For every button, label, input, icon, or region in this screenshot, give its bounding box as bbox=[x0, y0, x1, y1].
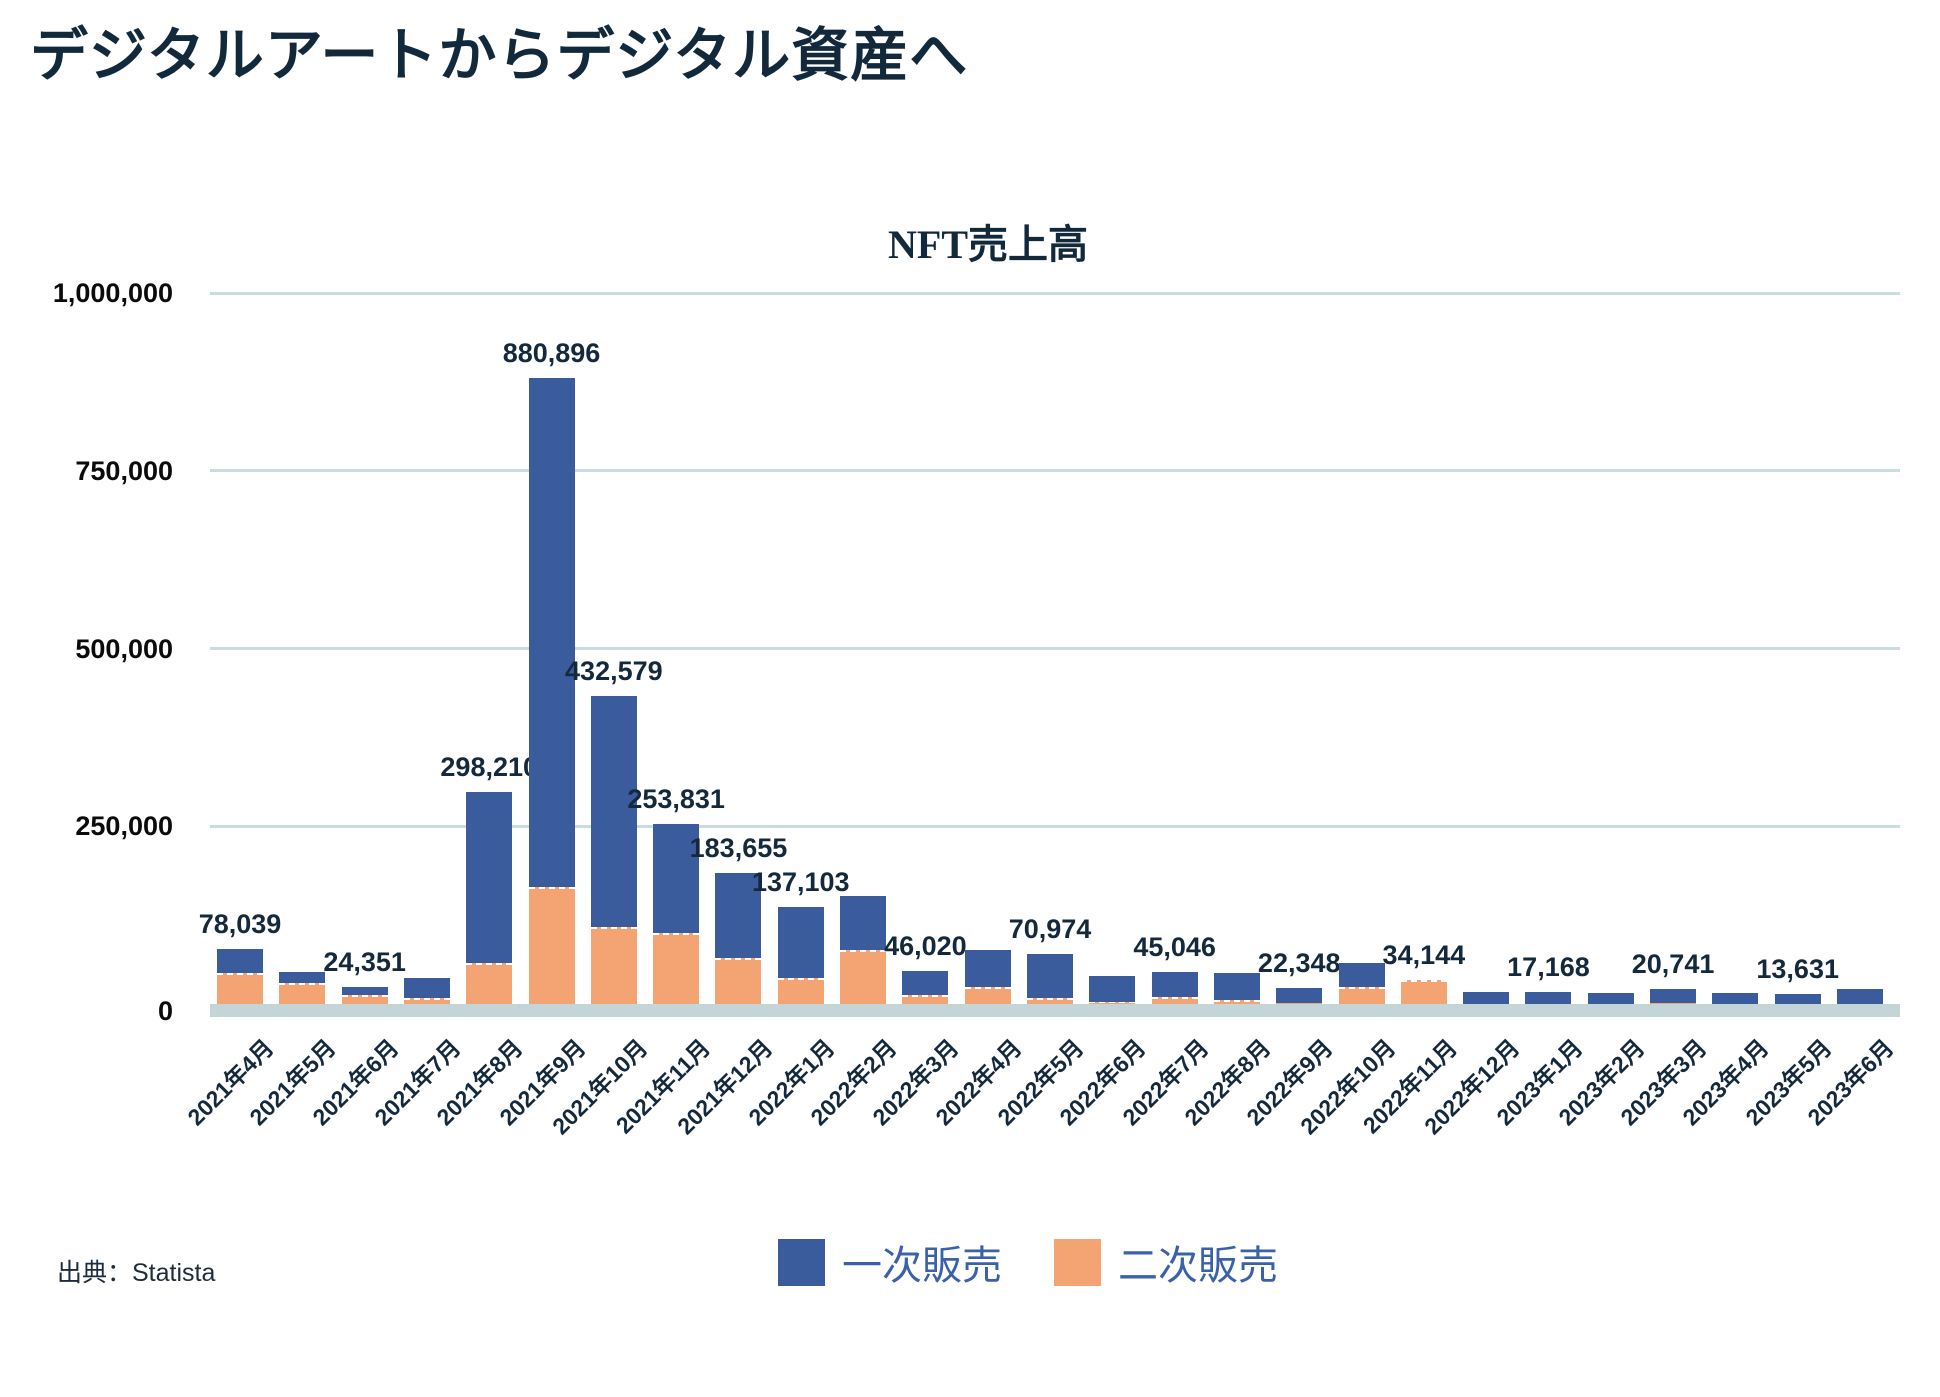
bar-segment-primary bbox=[1525, 991, 1572, 1004]
bar-segment-secondary bbox=[1338, 986, 1385, 1004]
bar-segment-secondary bbox=[466, 963, 513, 1004]
legend: 一次販売 二次販売 bbox=[778, 1233, 1278, 1291]
zero-axis-line bbox=[210, 1004, 1900, 1017]
bar-value-label: 183,655 bbox=[689, 833, 788, 864]
y-tick-label: 500,000 bbox=[75, 633, 173, 664]
primary-swatch-icon bbox=[778, 1238, 825, 1286]
bar-segment-secondary bbox=[217, 973, 263, 1004]
bar-value-label: 880,896 bbox=[502, 337, 601, 368]
bar-segment-secondary bbox=[653, 932, 700, 1004]
legend-label-primary: 一次販売 bbox=[842, 1244, 1002, 1288]
bar-segment-primary bbox=[466, 791, 513, 964]
secondary-swatch-icon bbox=[1054, 1238, 1101, 1286]
bar-segment-secondary bbox=[403, 997, 450, 1004]
bar-value-label: 70,974 bbox=[1008, 913, 1092, 944]
bar-segment-primary bbox=[653, 823, 700, 933]
bar-segment-primary bbox=[1213, 972, 1260, 1001]
gridline bbox=[210, 824, 1900, 828]
legend-item-secondary: 二次販売 bbox=[1054, 1233, 1278, 1291]
bar-segment-primary bbox=[403, 977, 450, 998]
bar-segment-secondary bbox=[840, 949, 887, 1004]
bar-value-label: 22,348 bbox=[1257, 948, 1341, 979]
bar-segment-secondary bbox=[1151, 996, 1198, 1004]
bar-segment-primary bbox=[715, 873, 762, 958]
page-title: デジタルアートからデジタル資産へ bbox=[30, 23, 969, 88]
bar-value-label: 432,579 bbox=[565, 656, 663, 687]
legend-label-secondary: 二次販売 bbox=[1118, 1244, 1278, 1288]
bar-segment-primary bbox=[1712, 993, 1759, 1004]
bar-segment-secondary bbox=[279, 982, 326, 1004]
bar-segment-primary bbox=[217, 948, 263, 974]
bar-segment-secondary bbox=[1213, 1000, 1260, 1004]
bar-segment-secondary bbox=[341, 995, 388, 1004]
bar-segment-secondary bbox=[902, 995, 949, 1004]
bar-segment-primary bbox=[590, 696, 637, 928]
bar-value-label: 46,020 bbox=[884, 931, 967, 962]
bar-value-label: 45,046 bbox=[1133, 931, 1216, 962]
bar-segment-primary bbox=[1027, 953, 1073, 999]
bar-segment-primary bbox=[1151, 971, 1198, 997]
bar-value-label: 13,631 bbox=[1756, 954, 1839, 985]
bar-segment-secondary bbox=[1027, 998, 1073, 1004]
bar-segment-primary bbox=[1463, 991, 1510, 1004]
chart-title: NFT売上高 bbox=[888, 222, 1088, 267]
gridline bbox=[210, 469, 1900, 473]
bar-segment-primary bbox=[341, 986, 388, 996]
bar-segment-primary bbox=[1587, 992, 1634, 1004]
bar-segment-secondary bbox=[1089, 1001, 1136, 1004]
bar-segment-primary bbox=[1276, 988, 1323, 1003]
bar-value-label: 17,168 bbox=[1507, 951, 1590, 982]
bar-segment-primary bbox=[964, 949, 1011, 987]
bar-segment-primary bbox=[777, 906, 824, 978]
bar-value-label: 253,831 bbox=[627, 783, 725, 814]
bar-value-label: 78,039 bbox=[198, 908, 282, 939]
source-citation: 出典：Statista bbox=[57, 1259, 216, 1287]
y-tick-label: 1,000,000 bbox=[52, 278, 173, 308]
bar-value-label: 34,144 bbox=[1382, 939, 1466, 970]
bar-segment-primary bbox=[1089, 975, 1136, 1002]
bar-segment-secondary bbox=[715, 957, 762, 1004]
bar-value-label: 24,351 bbox=[323, 946, 406, 977]
bar-segment-secondary bbox=[777, 977, 824, 1004]
bar-segment-primary bbox=[528, 377, 575, 888]
legend-item-primary: 一次販売 bbox=[778, 1233, 1002, 1291]
bar-segment-secondary bbox=[1400, 979, 1447, 1004]
bar-segment-primary bbox=[902, 971, 949, 996]
bar-segment-primary bbox=[1650, 989, 1697, 1003]
bar-segment-secondary bbox=[964, 986, 1011, 1004]
bar-segment-primary bbox=[840, 895, 887, 950]
bar-segment-primary bbox=[1774, 994, 1821, 1004]
bar-segment-primary bbox=[279, 972, 326, 983]
bar-value-label: 298,210 bbox=[440, 751, 539, 782]
gridline bbox=[210, 647, 1900, 650]
y-tick-label: 750,000 bbox=[75, 455, 173, 486]
y-tick-label: 250,000 bbox=[75, 811, 173, 842]
gridline bbox=[210, 291, 1900, 295]
bar-segment-primary bbox=[1338, 963, 1385, 987]
bar-segment-secondary bbox=[590, 927, 637, 1004]
bar-segment-secondary bbox=[528, 887, 575, 1004]
y-tick-label: 0 bbox=[157, 996, 173, 1026]
bar-value-label: 137,103 bbox=[751, 866, 850, 897]
bar-value-label: 20,741 bbox=[1631, 949, 1715, 980]
bar-segment-primary bbox=[1837, 989, 1883, 1004]
